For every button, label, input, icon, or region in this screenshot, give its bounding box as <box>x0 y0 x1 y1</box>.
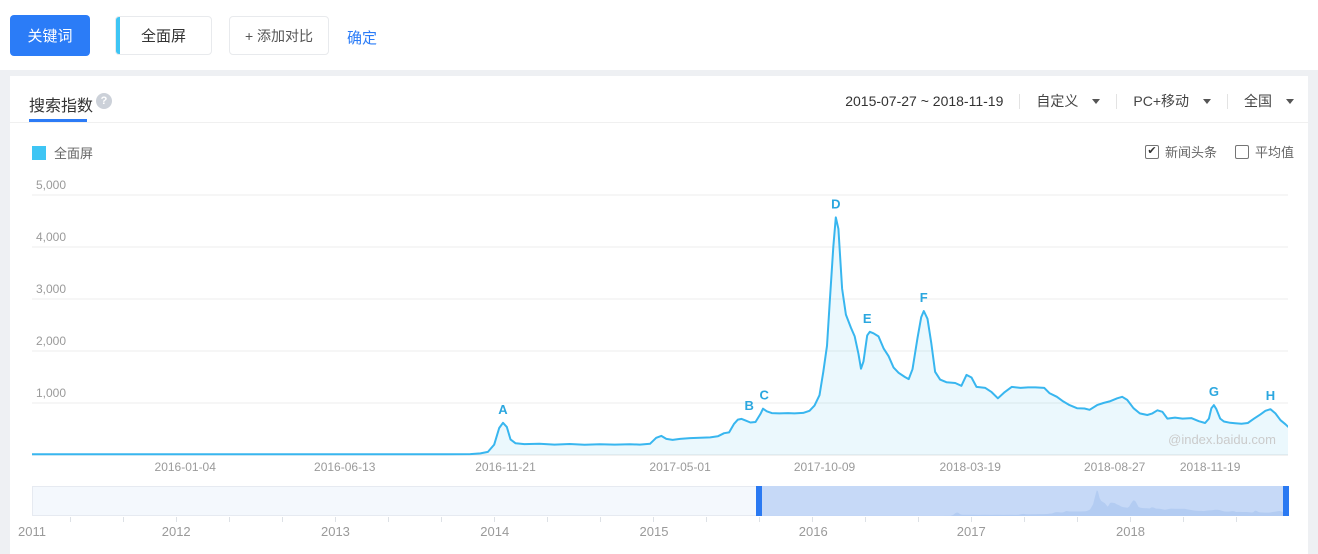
dropdown-region-label: 全国 <box>1244 93 1272 109</box>
timeline-tick <box>759 517 760 522</box>
timeline-tick <box>1183 517 1184 522</box>
timeline-tick <box>1130 517 1131 522</box>
y-axis-label: 5,000 <box>36 178 67 192</box>
timeline-year-label: 2013 <box>320 524 350 539</box>
series-legend: 全面屏 <box>32 143 93 162</box>
timeline-tick <box>971 517 972 522</box>
timeline-tick <box>441 517 442 522</box>
timeline-tick <box>653 517 654 522</box>
search-index-card: 搜索指数 ? 2015-07-27 ~ 2018-11-19 自定义 PC+移动… <box>10 76 1308 554</box>
timeline-year-label: 2016 <box>798 524 828 539</box>
timeline-tick <box>600 517 601 522</box>
vertical-divider <box>1227 93 1228 109</box>
tab-active-underline <box>29 119 87 122</box>
timeline-tick <box>123 517 124 522</box>
top-toolbar: 关键词 全面屏 + 添加对比 确定 <box>0 0 1318 70</box>
question-mark-icon[interactable]: ? <box>96 93 112 109</box>
mini-series-area <box>759 490 1287 516</box>
peak-annotation-F: F <box>920 290 928 305</box>
y-axis-label: 2,000 <box>36 334 67 348</box>
checkbox-checked-icon[interactable]: ✔ <box>1144 144 1159 159</box>
chevron-down-icon <box>1203 98 1211 104</box>
chevron-down-icon <box>1286 98 1294 104</box>
peak-annotation-G: G <box>1209 384 1219 399</box>
y-axis-label: 1,000 <box>36 386 67 400</box>
peak-annotation-C: C <box>760 388 770 403</box>
peak-annotation-A: A <box>498 402 508 417</box>
series-legend-label: 全面屏 <box>54 146 94 161</box>
dropdown-device[interactable]: PC+移动 <box>1133 91 1211 111</box>
chart-controls: 2015-07-27 ~ 2018-11-19 自定义 PC+移动 全国 <box>845 91 1294 111</box>
timeline-tick <box>547 517 548 522</box>
timeline-tick <box>282 517 283 522</box>
timeline-year-label: 2014 <box>480 524 510 539</box>
dropdown-device-label: PC+移动 <box>1133 93 1189 109</box>
x-axis-label: 2016-01-04 <box>154 460 216 474</box>
x-axis-label: 2016-06-13 <box>314 460 376 474</box>
vertical-divider <box>1019 93 1021 109</box>
timeline-slider-selection[interactable] <box>759 486 1287 516</box>
x-axis-label: 2017-05-01 <box>649 460 711 474</box>
toggle-label: 平均值 <box>1254 145 1294 160</box>
header-divider <box>10 122 1308 123</box>
x-axis-label: 2018-03-19 <box>939 460 1001 474</box>
timeline-tick <box>1077 517 1078 522</box>
timeline-tick <box>1024 517 1025 522</box>
chevron-down-icon <box>1092 98 1101 104</box>
peak-annotation-H: H <box>1266 388 1275 403</box>
add-compare-button[interactable]: + 添加对比 <box>229 16 329 55</box>
peak-annotation-E: E <box>863 311 872 326</box>
timeline-tick <box>812 517 813 522</box>
x-axis-label: 2017-10-09 <box>793 460 856 474</box>
keyword-chip[interactable]: 全面屏 <box>115 16 212 55</box>
slider-handle-left[interactable] <box>756 486 763 516</box>
timeline-tick <box>388 517 389 522</box>
timeline-tick <box>865 517 866 522</box>
timeline-year-label: 2015 <box>639 524 669 539</box>
dropdown-custom-range-label: 自定义 <box>1036 93 1079 109</box>
watermark: @index.baidu.com <box>1168 432 1276 447</box>
timeline-tick <box>706 517 707 522</box>
timeline-tick <box>1236 517 1237 522</box>
search-index-chart[interactable]: A BC D E F G H <box>32 180 1288 457</box>
timeline-tick <box>229 517 230 522</box>
peak-annotation-B: B <box>744 398 753 413</box>
timeline-year-label: 2017 <box>956 524 986 539</box>
keyword-chip-label: 全面屏 <box>140 28 186 45</box>
tab-search-index[interactable]: 搜索指数 <box>29 98 94 115</box>
series-color-swatch <box>32 145 46 160</box>
date-range-value[interactable]: 2015-07-27 ~ 2018-11-19 <box>845 93 1004 109</box>
keyword-button[interactable]: 关键词 <box>10 15 90 56</box>
toggle-average[interactable]: 平均值 <box>1234 142 1294 161</box>
toggle-label: 新闻头条 <box>1164 145 1217 160</box>
timeline-year-label: 2012 <box>161 524 191 539</box>
x-axis-label: 2018-11-19 <box>1179 460 1241 474</box>
timeline-tick <box>176 517 177 522</box>
overlay-toggles: ✔ 新闻头条 平均值 <box>1144 142 1294 161</box>
dropdown-custom-range[interactable]: 自定义 <box>1036 91 1101 111</box>
x-axis-label: 2018-08-27 <box>1083 460 1146 474</box>
x-axis-label: 2016-11-21 <box>475 460 536 474</box>
timeline-year-label: 2011 <box>18 524 46 539</box>
y-axis-label: 3,000 <box>36 282 67 296</box>
confirm-link[interactable]: 确定 <box>347 30 378 47</box>
timeline-tick <box>70 517 71 522</box>
timeline-mini-chart <box>759 490 1287 516</box>
series-line <box>32 216 1288 456</box>
slider-handle-right[interactable] <box>1283 486 1289 516</box>
timeline-tick <box>335 517 336 522</box>
y-axis-label: 4,000 <box>36 230 67 244</box>
vertical-divider <box>1116 93 1118 109</box>
toggle-news-headlines[interactable]: ✔ 新闻头条 <box>1144 142 1217 161</box>
timeline-slider-track[interactable] <box>32 486 1289 516</box>
timeline-tick <box>494 517 495 522</box>
timeline-year-label: 2018 <box>1116 524 1145 539</box>
series-area <box>32 217 1288 455</box>
checkbox-unchecked-icon[interactable] <box>1234 144 1249 159</box>
peak-annotation-D: D <box>831 196 840 211</box>
keyword-accent-bar <box>116 17 120 54</box>
dropdown-region[interactable]: 全国 <box>1244 91 1294 111</box>
timeline-tick <box>918 517 919 522</box>
